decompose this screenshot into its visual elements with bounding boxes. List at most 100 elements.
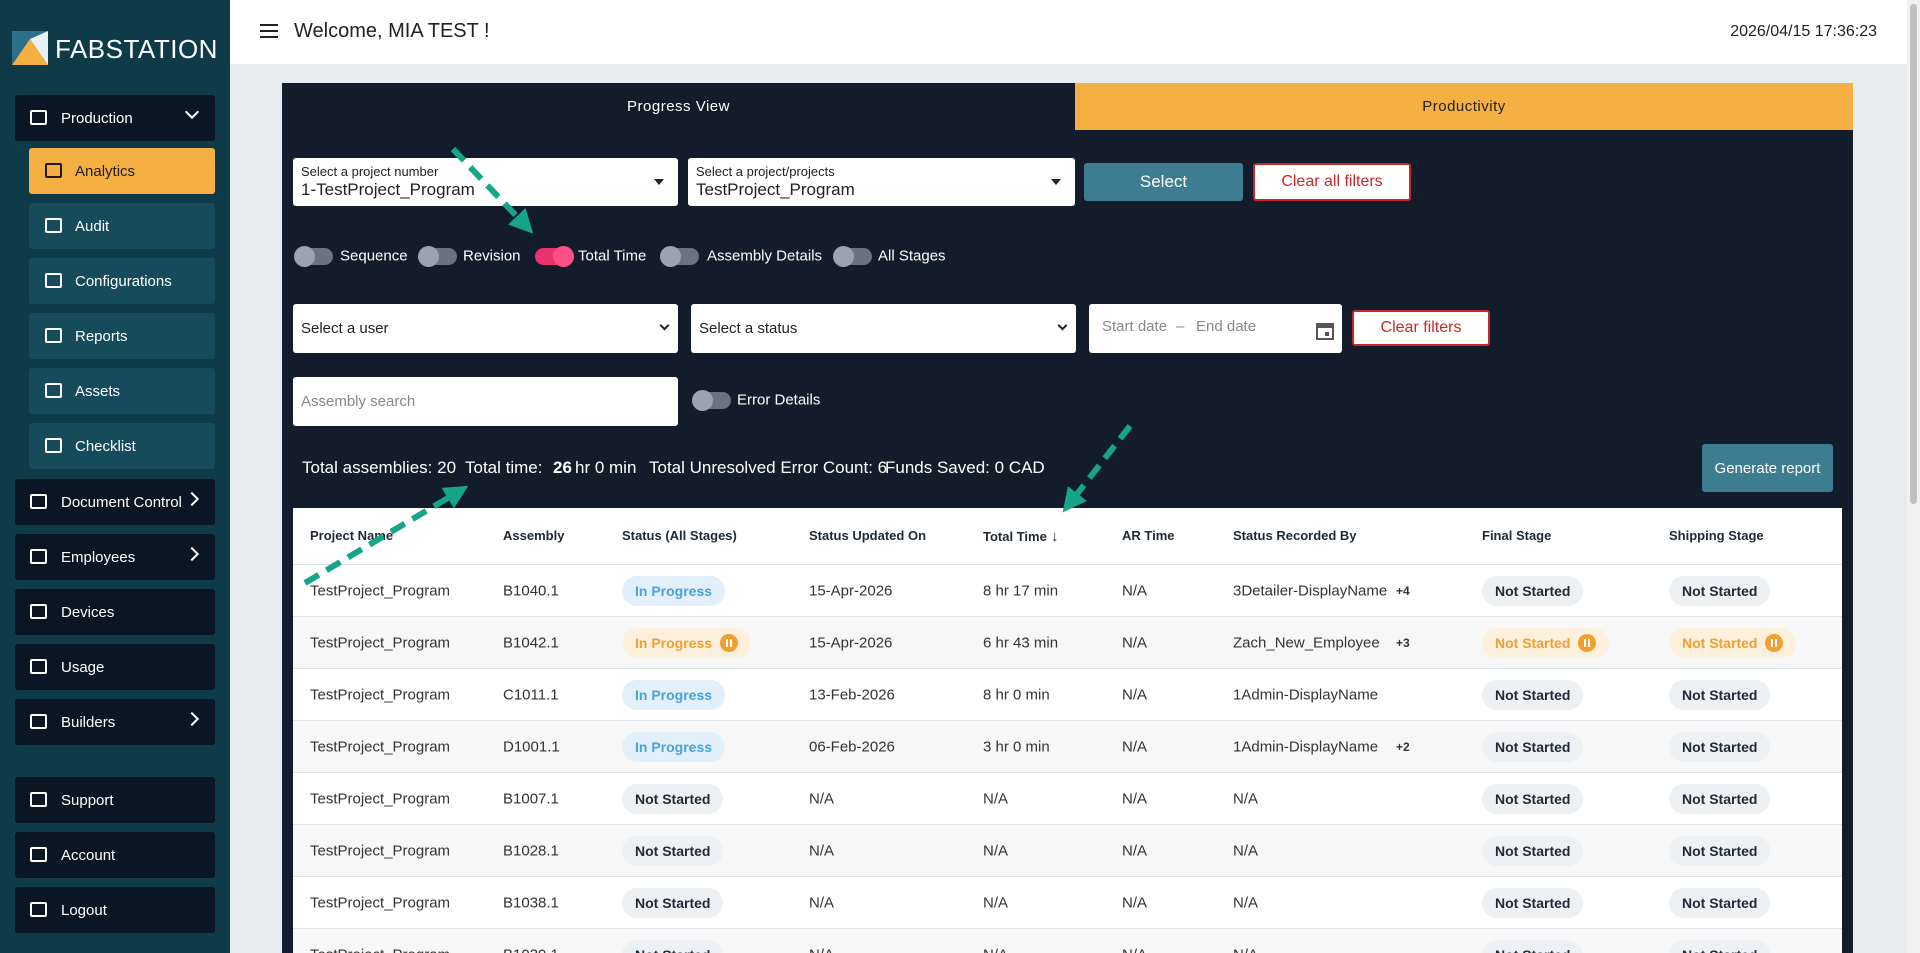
select-placeholder: Select a user xyxy=(301,320,389,337)
status-badge: In Progress xyxy=(622,731,726,762)
status-text: In Progress xyxy=(635,634,713,651)
date-range[interactable]: Start date – End date xyxy=(1089,304,1342,353)
toggle[interactable] xyxy=(418,246,457,267)
table-row[interactable]: TestProject_Program B1028.1 Not Started N/A… xyxy=(293,824,1842,876)
status-text: Not Started xyxy=(1682,582,1758,599)
menu-icon xyxy=(30,792,47,807)
cell: TestProject_Program xyxy=(310,686,451,703)
toggle-label: All Stages xyxy=(878,247,946,265)
status-badge: Not Started xyxy=(1482,783,1584,814)
status-text: Not Started xyxy=(635,842,711,859)
pause-icon xyxy=(720,633,739,652)
status-text: Not Started xyxy=(1495,842,1571,859)
cell: N/A xyxy=(1122,738,1148,755)
menu-item[interactable]: Builders xyxy=(15,699,215,745)
toggle[interactable] xyxy=(833,246,872,267)
select-button[interactable]: Select xyxy=(1084,163,1243,201)
menu-icon xyxy=(30,714,47,729)
cell: B1038.1 xyxy=(503,894,559,911)
menu-item[interactable]: Production xyxy=(15,95,215,141)
menu-label: Support xyxy=(61,791,114,809)
menu-item[interactable]: Usage xyxy=(15,644,215,690)
menu-icon xyxy=(45,383,62,398)
menu-item[interactable]: Checklist xyxy=(29,423,215,469)
toggle[interactable] xyxy=(535,246,574,267)
tab[interactable]: Productivity xyxy=(1075,83,1853,130)
cell: N/A xyxy=(983,790,1009,807)
select-label: Select a project number xyxy=(301,164,439,179)
table-row[interactable]: TestProject_Program D1001.1 In Progress 06-… xyxy=(293,720,1842,772)
status-badge: Not Started xyxy=(1669,627,1797,658)
table-row[interactable]: TestProject_Program C1011.1 In Progress 13-… xyxy=(293,668,1842,720)
menu-item[interactable]: Document Control xyxy=(15,479,215,525)
cell: N/A xyxy=(983,946,1008,953)
more-count[interactable]: +3 xyxy=(1396,635,1410,650)
status-select[interactable]: Select a status xyxy=(691,304,1076,353)
calendar-icon[interactable] xyxy=(1316,321,1334,340)
menu-item[interactable]: Logout xyxy=(15,887,215,933)
status-text: Not Started xyxy=(1682,634,1758,651)
status-text: Not Started xyxy=(1495,582,1571,599)
menu-item[interactable]: Account xyxy=(15,832,215,878)
more-count[interactable]: +2 xyxy=(1396,739,1410,754)
menu-icon xyxy=(30,494,47,509)
clear-filters-button[interactable]: Clear filters xyxy=(1352,310,1490,346)
column-header: Assembly xyxy=(503,528,565,543)
cell: B1040.1 xyxy=(503,582,559,599)
toggle[interactable] xyxy=(660,246,699,267)
menu-item[interactable]: Analytics xyxy=(29,148,215,194)
menu-item[interactable]: Employees xyxy=(15,534,215,580)
cell: B1042.1 xyxy=(503,634,559,651)
table-row[interactable]: TestProject_Program B1042.1 In Progress 15-… xyxy=(293,616,1842,668)
assembly-search[interactable]: Assembly search xyxy=(293,377,678,426)
select-label: Select a project/projects xyxy=(696,164,835,179)
table-row[interactable]: TestProject_Program B1040.1 In Progress 15-… xyxy=(293,564,1842,616)
menu-toggle[interactable] xyxy=(260,24,278,39)
cell: B1028.1 xyxy=(503,842,559,859)
generate-report-button[interactable]: Generate report xyxy=(1702,444,1833,492)
column-header[interactable]: Total Time ↓ xyxy=(983,528,1059,545)
project-number-select[interactable]: Select a project number 1-TestProject_Pr… xyxy=(293,158,678,206)
user-select[interactable]: Select a user xyxy=(293,304,678,353)
menu-label: Devices xyxy=(61,603,115,621)
menu-label: Audit xyxy=(75,217,110,235)
menu-item[interactable]: Assets xyxy=(29,368,215,414)
cell: N/A xyxy=(809,894,835,911)
menu-item[interactable]: Reports xyxy=(29,313,215,359)
menu-item[interactable]: Support xyxy=(15,777,215,823)
menu-item[interactable]: Audit xyxy=(29,203,215,249)
status-text: Not Started xyxy=(1682,842,1758,859)
stat-funds: Funds Saved: 0 CAD xyxy=(885,458,1045,477)
stat-time-rest: hr 0 min xyxy=(575,458,637,477)
projects-select[interactable]: Select a project/projects TestProject_Pr… xyxy=(688,158,1075,206)
cell: N/A xyxy=(1233,842,1259,859)
menu-icon xyxy=(45,328,62,343)
status-badge: Not Started xyxy=(622,939,724,953)
toggle-label: Error Details xyxy=(737,391,821,409)
status-text: In Progress xyxy=(635,582,713,599)
cell: 15-Apr-2026 xyxy=(809,634,893,651)
toggle[interactable] xyxy=(294,246,333,267)
clear-all-button[interactable]: Clear all filters xyxy=(1253,163,1411,201)
chevron xyxy=(184,546,200,562)
menu-item[interactable]: Devices xyxy=(15,589,215,635)
column-header: Project Name xyxy=(310,528,394,543)
table-row[interactable]: TestProject_Program B1038.1 Not Started N/A… xyxy=(293,876,1842,928)
cell: N/A xyxy=(1122,842,1148,859)
menu-item[interactable]: Configurations xyxy=(29,258,215,304)
table-row[interactable]: TestProject_Program B1007.1 Not Started N/A… xyxy=(293,772,1842,824)
cell: N/A xyxy=(809,842,835,859)
status-badge: In Progress xyxy=(622,627,752,658)
table-row[interactable]: TestProject_Program B1039.1 Not Started N/A… xyxy=(293,928,1842,953)
cell: 1Admin-DisplayName xyxy=(1233,686,1379,703)
cell: TestProject_Program xyxy=(310,582,451,599)
chevron xyxy=(184,711,200,727)
more-count[interactable]: +4 xyxy=(1396,583,1410,598)
column-header: Final Stage xyxy=(1482,528,1552,543)
cell: TestProject_Program xyxy=(310,738,451,755)
end-date: End date xyxy=(1196,318,1257,335)
scrollbar[interactable] xyxy=(1907,0,1920,953)
cell: N/A xyxy=(1122,790,1148,807)
toggle[interactable] xyxy=(692,390,731,411)
tab[interactable]: Progress View xyxy=(627,98,730,115)
